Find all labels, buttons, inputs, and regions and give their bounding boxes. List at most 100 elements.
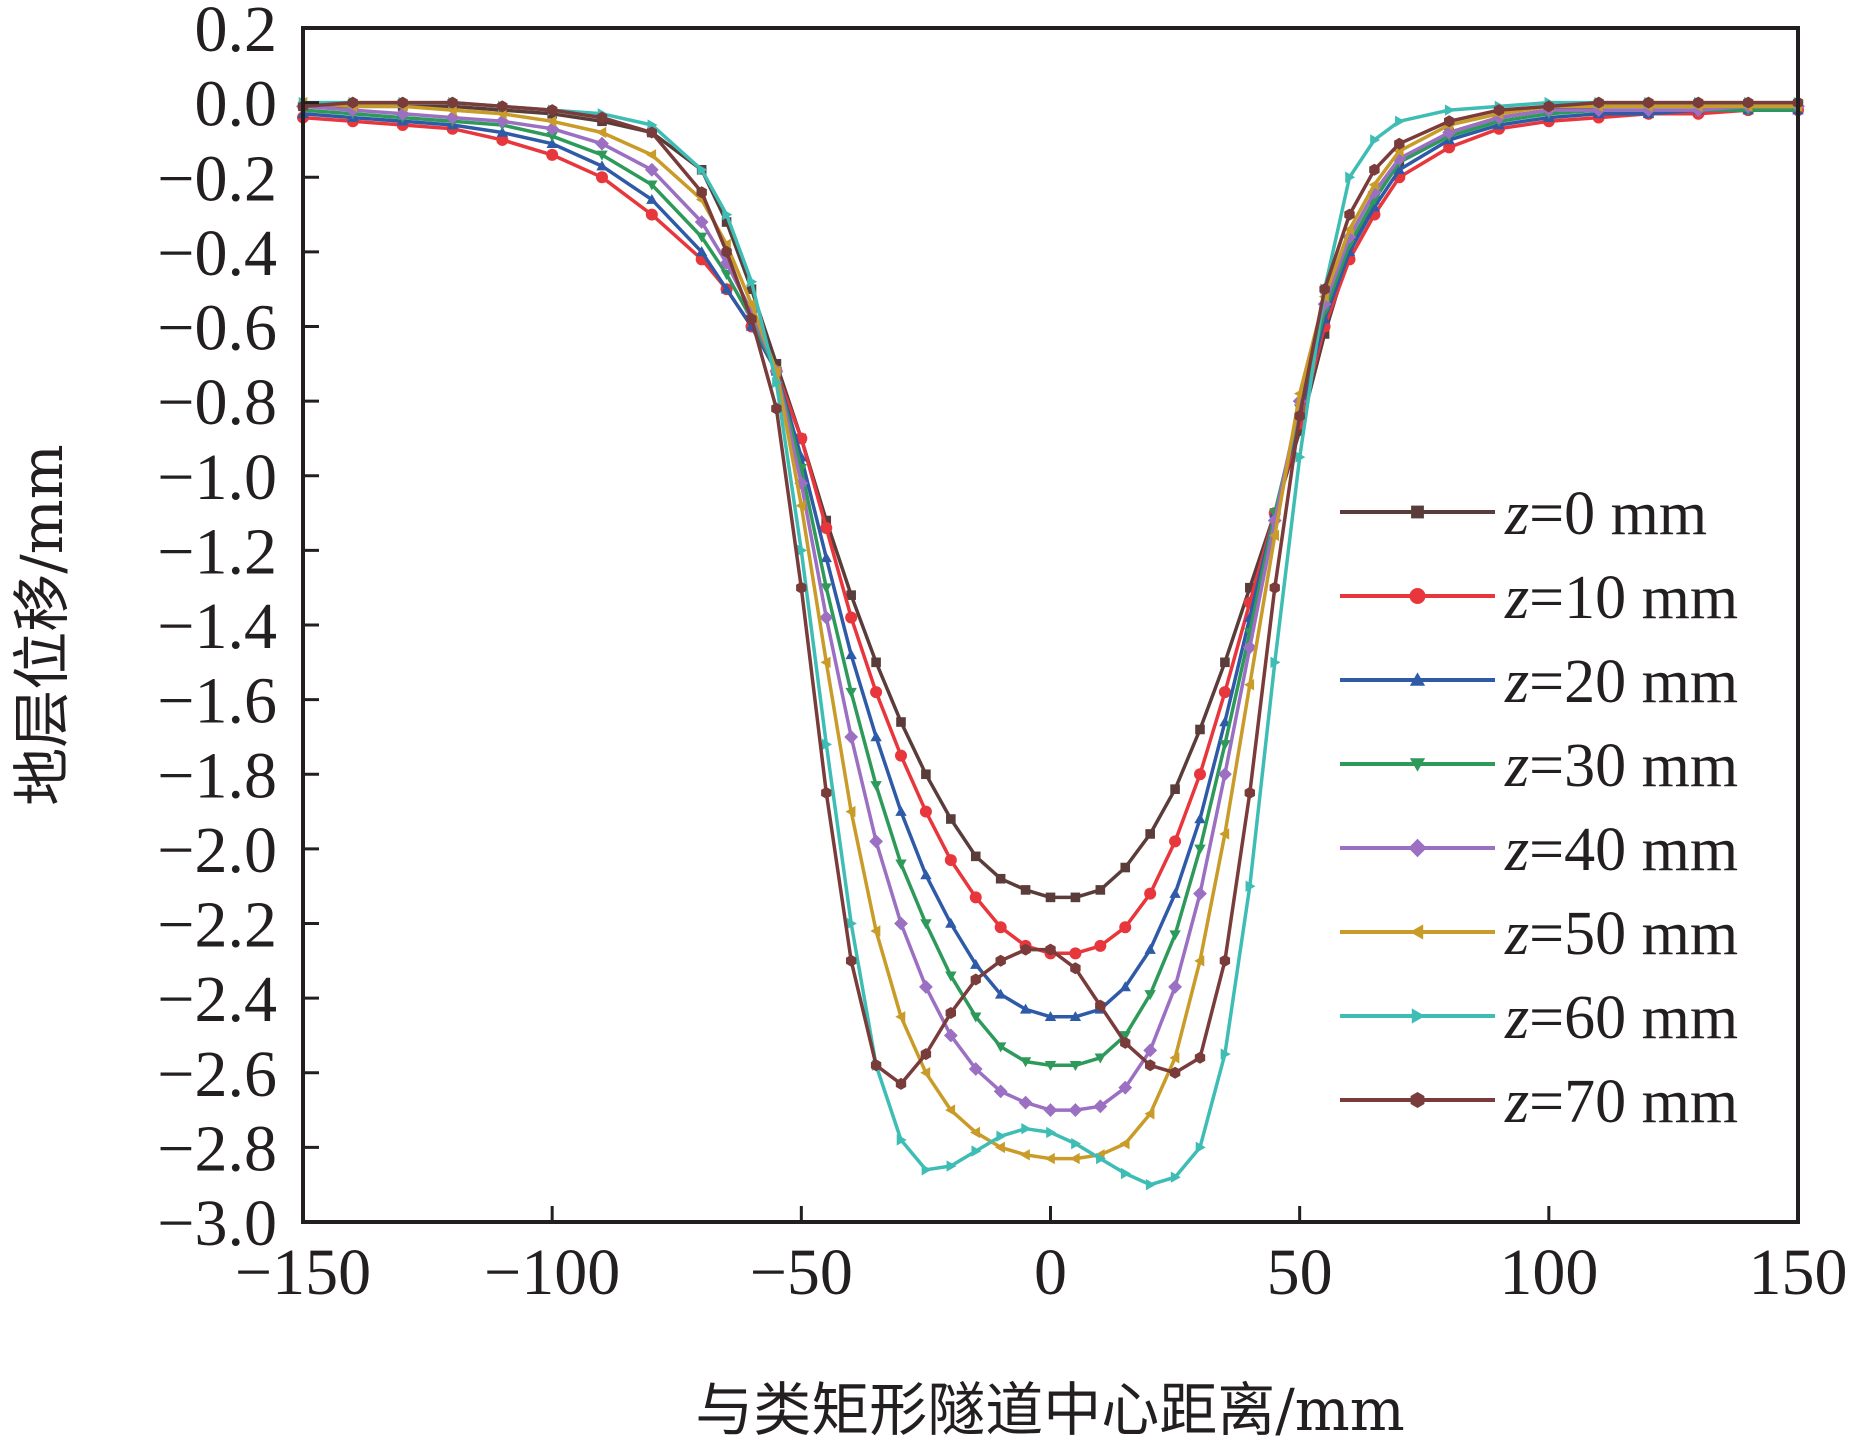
data-point-z-50-mm [845,805,856,818]
data-point-z-20-mm [1368,201,1381,212]
data-point-z-40-mm [445,110,460,125]
data-point-z-50-mm [870,925,881,937]
data-point-z-10-mm [496,133,509,146]
y-tick-label: −1.6 [157,665,277,738]
legend-marker [1409,924,1424,940]
y-tick-label: −1.2 [157,515,277,588]
data-point-z-40-mm [1093,1099,1108,1114]
data-point-z-70-mm [497,100,508,113]
data-point-z-60-mm [697,164,708,176]
data-point-z-20-mm [720,283,733,294]
data-point-z-60-mm [797,544,808,557]
x-tick-label: −100 [484,1236,620,1309]
y-tick-label: −1.8 [157,739,277,812]
legend-marker [1411,1008,1426,1024]
data-point-z-40-mm [1118,1080,1133,1095]
data-point-z-40-mm [1043,1103,1058,1117]
y-tick-label: −0.4 [157,217,277,290]
data-point-z-10-mm [1218,686,1231,699]
data-point-z-0-mm [746,284,757,294]
data-point-z-30-mm [1219,740,1231,751]
data-point-z-0-mm [896,717,906,727]
data-point-z-70-mm [397,96,408,109]
data-point-z-70-mm [945,1007,956,1019]
data-point-z-50-mm [596,126,607,139]
data-point-z-70-mm [1743,96,1754,109]
data-point-z-70-mm [1319,283,1330,296]
series-z-20-mm [297,104,1804,1022]
data-point-z-10-mm [1119,921,1132,934]
data-point-z-70-mm [1194,1051,1206,1064]
data-point-z-40-mm [644,162,659,177]
legend-marker [1409,672,1426,686]
data-point-z-10-mm [969,891,982,904]
data-point-z-20-mm [1069,1011,1082,1022]
data-point-z-10-mm [1443,141,1456,154]
data-point-z-10-mm [596,171,608,184]
data-point-z-60-mm [1345,171,1356,183]
legend-marker [1408,838,1427,858]
data-point-z-40-mm [819,610,834,625]
data-point-z-30-mm [820,583,832,594]
data-point-z-20-mm [1393,164,1406,175]
data-point-z-40-mm [395,106,410,121]
data-point-z-70-mm [1095,999,1106,1012]
data-point-z-30-mm [646,180,658,191]
x-tick-label: 0 [1034,1236,1067,1309]
data-point-z-20-mm [695,246,708,257]
data-point-z-70-mm [970,973,981,986]
data-point-z-10-mm [1144,887,1157,900]
data-point-z-60-mm [846,917,857,930]
data-point-z-50-mm [795,499,806,512]
data-point-z-70-mm [1344,208,1355,221]
data-point-z-40-mm [869,834,883,849]
x-tick-label: 150 [1749,1236,1848,1309]
data-point-z-10-mm [645,208,658,221]
data-point-z-70-mm [1593,96,1604,109]
data-point-z-0-mm [946,814,956,824]
data-point-z-40-mm [1691,103,1706,117]
data-point-z-50-mm [745,298,756,310]
y-tick-label: −2.4 [157,963,277,1036]
plot-frame [301,26,1800,1224]
data-point-z-50-mm [994,1141,1005,1154]
y-tick-label: −0.6 [157,292,277,365]
data-point-z-60-mm [1270,656,1281,669]
data-point-z-50-mm [646,149,657,161]
data-point-z-70-mm [721,245,732,258]
tick-layer: −150 −100 −50 0 50 100 150 0.20.0−0.2−0.4−0.6−0… [157,0,1847,1309]
data-point-z-40-mm [1193,886,1207,901]
data-point-z-30-mm [845,687,857,698]
data-point-z-20-mm [1044,1011,1057,1022]
data-point-z-20-mm [895,805,907,816]
data-point-z-40-mm [919,980,933,994]
data-point-z-0-mm [846,590,856,600]
legend-item-z-70-mm: z=70 mm [1340,1068,1738,1136]
y-tick-label: −1.4 [157,590,277,663]
plot-layer [296,96,1805,1191]
data-point-z-40-mm [943,1028,958,1043]
data-point-z-70-mm [1145,1059,1156,1072]
data-point-z-60-mm [1021,1123,1032,1135]
data-point-z-40-mm [1218,767,1232,782]
legend-marker [1411,505,1424,519]
y-tick-label: −2.2 [157,889,277,962]
data-point-z-30-mm [895,859,907,870]
data-point-z-20-mm [646,193,658,204]
data-point-z-30-mm [1019,1057,1032,1068]
data-point-z-10-mm [1069,947,1082,960]
data-point-z-20-mm [1194,813,1206,824]
data-point-z-10-mm [820,521,833,534]
legend-item-z-60-mm: z=60 mm [1340,984,1738,1052]
data-point-z-70-mm [1294,410,1305,422]
data-point-z-0-mm [1020,885,1031,895]
data-point-z-60-mm [1046,1126,1057,1139]
legend-label: z=50 mm [1504,900,1738,968]
data-point-z-0-mm [1120,862,1131,873]
y-axis-label: 地层位移/mm [8,444,76,806]
data-point-z-60-mm [896,1134,907,1146]
data-point-z-60-mm [1096,1152,1107,1165]
data-point-z-40-mm [1168,980,1182,994]
